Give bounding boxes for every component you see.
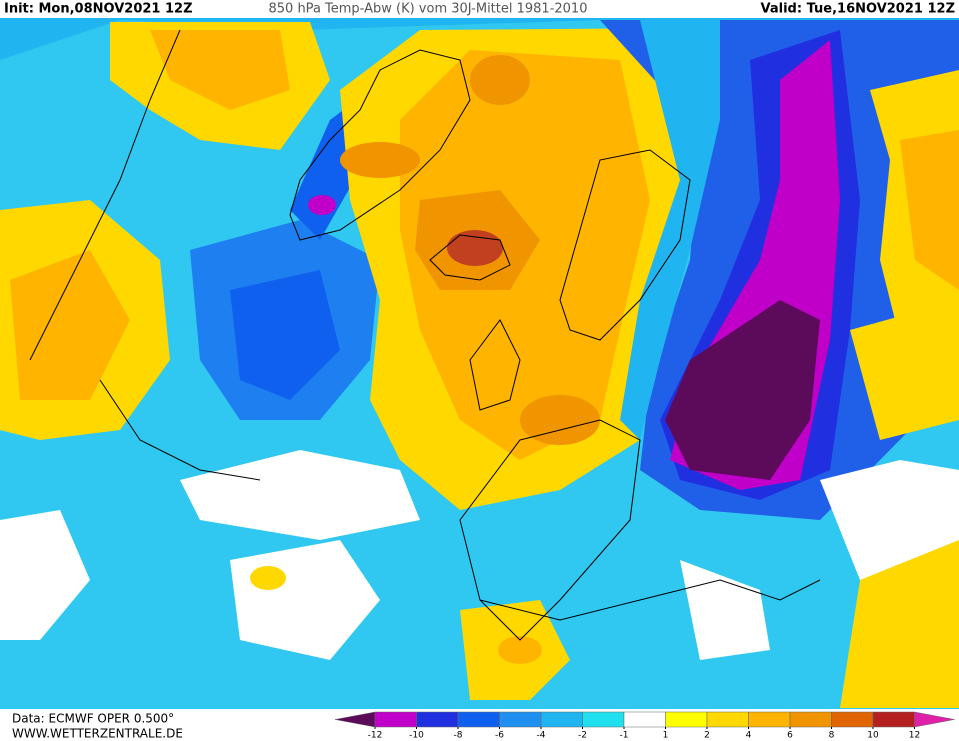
legend-swatch xyxy=(789,711,832,728)
legend-swatch xyxy=(457,711,500,728)
legend-swatch xyxy=(540,711,583,728)
legend-swatch xyxy=(582,711,625,728)
legend-tick-label: 10 xyxy=(867,731,879,741)
header-bar xyxy=(0,0,959,18)
map-field xyxy=(0,18,959,710)
legend-arrow xyxy=(914,711,955,728)
legend-swatch xyxy=(499,711,542,728)
legend-swatch xyxy=(706,711,749,728)
legend-tick-label: 2 xyxy=(704,731,710,741)
legend-tick-label: -2 xyxy=(578,731,587,741)
legend-tick-label: 6 xyxy=(787,731,793,741)
legend-swatch xyxy=(665,711,708,728)
color-legend: -12 -10 -8 -6 -4 -2 -1 1 2 4 6 8 10 12 xyxy=(334,711,955,741)
legend-tick-label: 12 xyxy=(909,731,920,741)
legend-swatch xyxy=(748,711,791,728)
legend-tick-label: 4 xyxy=(746,731,752,741)
legend-tick-label: -4 xyxy=(537,731,546,741)
legend-tick-label: -6 xyxy=(495,731,504,741)
map-title: 850 hPa Temp-Abw (K) vom 30J-Mittel 1981… xyxy=(269,2,588,17)
website: WWW.WETTERZENTRALE.DE xyxy=(12,727,183,741)
legend-swatch xyxy=(416,711,459,728)
legend-tick-label: 1 xyxy=(663,731,669,741)
init-time: Init: Mon,08NOV2021 12Z xyxy=(4,2,193,17)
legend-swatch xyxy=(872,711,915,728)
legend-tick-label: 8 xyxy=(829,731,835,741)
legend-swatch xyxy=(831,711,874,728)
legend-swatch xyxy=(374,711,417,728)
legend-tick-label: -10 xyxy=(409,731,424,741)
legend-tick-label: -1 xyxy=(620,731,629,741)
legend-tick-label: -8 xyxy=(454,731,463,741)
legend-tick-label: -12 xyxy=(368,731,383,741)
valid-time: Valid: Tue,16NOV2021 12Z xyxy=(761,2,955,17)
legend-swatch xyxy=(623,711,666,728)
data-source: Data: ECMWF OPER 0.500° xyxy=(12,712,174,726)
